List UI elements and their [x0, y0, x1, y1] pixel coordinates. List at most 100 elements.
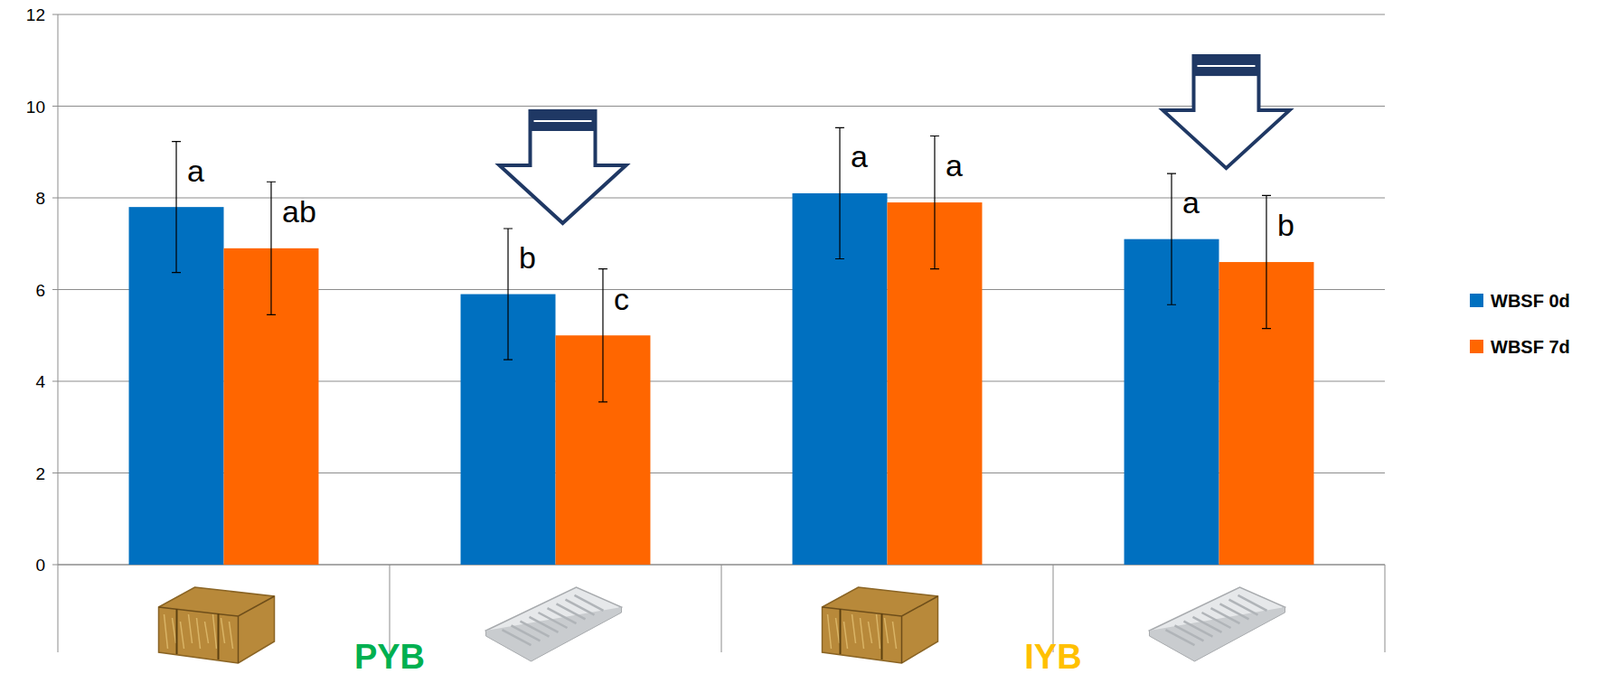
straw — [213, 614, 217, 650]
category-divider — [57, 564, 59, 653]
significance-letter: a — [945, 148, 963, 183]
straw — [164, 614, 169, 650]
slot — [556, 603, 586, 620]
twine — [176, 609, 179, 655]
significance-letter: ab — [282, 194, 317, 229]
slot — [1229, 600, 1259, 616]
tick-label: 10 — [26, 97, 46, 117]
straw — [876, 614, 881, 650]
error-bar — [171, 141, 181, 273]
tick-mark — [52, 105, 58, 107]
hay-bale — [822, 587, 939, 664]
bars — [129, 193, 1315, 565]
slot — [547, 608, 577, 624]
straw — [844, 621, 848, 650]
category-divider — [1384, 564, 1386, 653]
tick-label: 6 — [35, 281, 46, 301]
straw — [836, 618, 840, 644]
tick-mark — [52, 472, 58, 474]
arrow-stripe — [1197, 65, 1256, 67]
twine — [839, 609, 842, 655]
slot — [1238, 595, 1268, 612]
slat-edge — [1149, 607, 1286, 662]
straw — [188, 614, 193, 644]
arrow-body — [499, 111, 627, 224]
group-label: IYB — [1024, 638, 1082, 677]
tick-mark — [52, 14, 58, 16]
significance-letter: b — [518, 240, 537, 275]
hay-bale — [159, 587, 275, 664]
legend-swatch — [1469, 293, 1484, 308]
straw — [197, 618, 201, 650]
tick-label: 8 — [35, 188, 46, 208]
twine — [217, 613, 220, 660]
error-bar — [1167, 173, 1177, 305]
slot — [520, 621, 550, 638]
slot — [502, 630, 532, 646]
legend: WBSF 0d WBSF 7d — [1469, 291, 1571, 358]
legend-label: WBSF 0d — [1490, 291, 1571, 311]
error-bars — [171, 127, 1271, 402]
arrow-body — [1163, 56, 1290, 169]
error-bar — [266, 181, 276, 315]
grid-line — [57, 14, 1385, 16]
legend-label: WBSF 7d — [1490, 337, 1571, 358]
straw — [172, 618, 177, 644]
straw — [828, 614, 832, 650]
significance-letter: a — [1182, 185, 1200, 220]
straw — [205, 621, 209, 644]
error-bar — [1261, 195, 1271, 329]
significance-letter: a — [850, 139, 868, 174]
tick-label: 0 — [35, 555, 46, 575]
straw — [852, 614, 857, 644]
straw — [893, 621, 897, 650]
error-bar — [930, 135, 940, 269]
y-axis — [57, 14, 59, 565]
arrow-band — [1194, 56, 1260, 76]
slot — [1220, 603, 1250, 620]
slot — [1202, 612, 1232, 629]
tick-label: 2 — [35, 464, 46, 484]
grid-line — [57, 105, 1385, 107]
slot — [1175, 625, 1205, 641]
significance-letter: c — [613, 282, 630, 317]
straw — [229, 621, 234, 650]
category-divider — [721, 564, 723, 653]
slot — [1166, 630, 1196, 646]
slot — [538, 612, 568, 629]
tick-mark — [52, 197, 58, 199]
tick-mark — [52, 381, 58, 383]
arrow — [499, 111, 627, 224]
slot — [1193, 617, 1223, 633]
slot — [574, 595, 604, 612]
arrow-stripe — [534, 120, 593, 123]
error-bar — [503, 228, 513, 360]
legend-swatch — [1469, 339, 1484, 354]
chart: 024681012abaaabcabPYBIYBWBSF 0dWBSF 7d — [0, 0, 1600, 683]
tick-mark — [52, 564, 58, 566]
significance-letter: a — [187, 153, 205, 189]
hay-edge — [822, 596, 939, 664]
slot — [1211, 608, 1241, 624]
arrow-band — [530, 111, 596, 132]
arrow — [1163, 56, 1290, 169]
straw — [884, 618, 889, 644]
significance-letter: b — [1277, 207, 1295, 243]
slot — [1184, 621, 1214, 638]
icons — [159, 587, 1286, 664]
slot — [529, 617, 559, 633]
twine — [881, 613, 884, 660]
straw — [180, 621, 185, 650]
error-bar — [598, 269, 608, 403]
hay-edge — [159, 596, 275, 664]
group-label: PYB — [354, 638, 425, 677]
error-bar — [835, 127, 845, 259]
tick-label: 12 — [26, 5, 46, 25]
straw — [860, 618, 865, 650]
straw — [868, 621, 873, 644]
slat-edge — [486, 607, 622, 662]
tick-mark — [52, 289, 58, 291]
slot — [511, 625, 541, 641]
straw — [221, 618, 226, 644]
tick-label: 4 — [35, 372, 46, 392]
